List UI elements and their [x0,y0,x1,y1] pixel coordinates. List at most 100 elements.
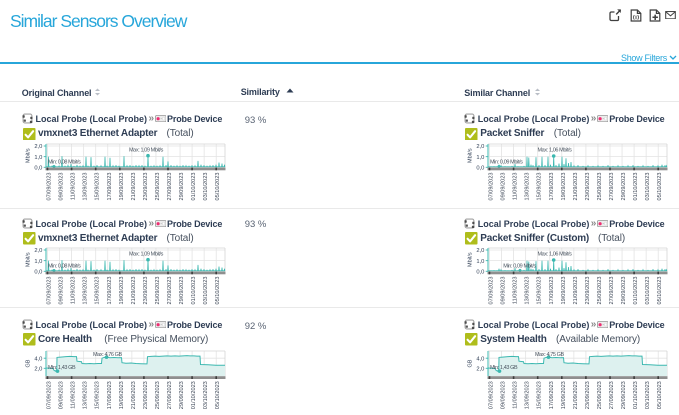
svg-text:Min: 1,43 GB: Min: 1,43 GB [490,365,518,371]
svg-text:15/09/2023: 15/09/2023 [537,172,543,200]
svg-text:21/09/2023: 21/09/2023 [573,276,579,304]
svg-text:05/10/2023: 05/10/2023 [215,276,221,304]
svg-text:Max: 1,09 Mbit/s: Max: 1,09 Mbit/s [129,147,164,153]
svg-text:1,0: 1,0 [34,154,42,160]
svg-text:21/09/2023: 21/09/2023 [131,172,137,200]
svg-text:09/09/2023: 09/09/2023 [501,276,507,304]
svg-text:19/09/2023: 19/09/2023 [561,381,567,409]
svg-text:27/09/2023: 27/09/2023 [167,276,173,304]
svg-text:17/09/2023: 17/09/2023 [549,381,555,409]
svg-text:25/09/2023: 25/09/2023 [155,381,161,409]
svg-text:03/10/2023: 03/10/2023 [203,276,209,304]
svg-text:2,0: 2,0 [34,248,42,254]
svg-text:09/09/2023: 09/09/2023 [501,172,507,200]
svg-text:Max: 1,06 Mbit/s: Max: 1,06 Mbit/s [538,147,573,153]
svg-text:GB: GB [468,359,474,367]
svg-text:2,0: 2,0 [477,366,485,372]
svg-text:1,0: 1,0 [477,258,485,264]
svg-text:01/10/2023: 01/10/2023 [633,276,639,304]
svg-text:21/09/2023: 21/09/2023 [573,172,579,200]
svg-text:07/09/2023: 07/09/2023 [489,172,495,200]
svg-text:21/09/2023: 21/09/2023 [573,381,579,409]
svg-text:17/09/2023: 17/09/2023 [107,172,113,200]
svg-text:07/09/2023: 07/09/2023 [47,381,53,409]
svg-text:01/10/2023: 01/10/2023 [191,381,197,409]
svg-text:11/09/2023: 11/09/2023 [513,276,519,304]
svg-text:25/09/2023: 25/09/2023 [597,172,603,200]
svg-text:Max: 4,76 GB: Max: 4,76 GB [93,352,123,358]
svg-text:Min: 0,08 Mbit/s: Min: 0,08 Mbit/s [48,263,81,269]
svg-text:Min: 1,43 GB: Min: 1,43 GB [48,365,76,371]
svg-text:19/09/2023: 19/09/2023 [119,276,125,304]
svg-text:0,0: 0,0 [34,165,42,171]
svg-text:23/09/2023: 23/09/2023 [585,276,591,304]
svg-text:11/09/2023: 11/09/2023 [71,172,77,200]
svg-text:05/10/2023: 05/10/2023 [657,381,663,409]
svg-text:2,0: 2,0 [477,144,485,150]
svg-text:03/10/2023: 03/10/2023 [645,381,651,409]
svg-text:13/09/2023: 13/09/2023 [525,172,531,200]
svg-text:01/10/2023: 01/10/2023 [191,276,197,304]
svg-text:09/09/2023: 09/09/2023 [59,381,65,409]
svg-text:21/09/2023: 21/09/2023 [131,276,137,304]
svg-text:29/09/2023: 29/09/2023 [621,276,627,304]
svg-text:15/09/2023: 15/09/2023 [95,276,101,304]
svg-text:03/10/2023: 03/10/2023 [645,276,651,304]
svg-text:11/09/2023: 11/09/2023 [513,381,519,409]
svg-text:03/10/2023: 03/10/2023 [645,172,651,200]
svg-text:21/09/2023: 21/09/2023 [131,381,137,409]
svg-text:05/10/2023: 05/10/2023 [215,381,221,409]
svg-text:13/09/2023: 13/09/2023 [525,276,531,304]
svg-text:0,0: 0,0 [477,165,485,171]
svg-text:23/09/2023: 23/09/2023 [585,381,591,409]
svg-text:29/09/2023: 29/09/2023 [621,172,627,200]
svg-text:Mbit/s: Mbit/s [468,252,474,267]
svg-text:13/09/2023: 13/09/2023 [83,276,89,304]
svg-text:Max: 1,09 Mbit/s: Max: 1,09 Mbit/s [129,251,164,257]
svg-text:2,0: 2,0 [477,248,485,254]
svg-text:Max: 4,75 GB: Max: 4,75 GB [535,352,565,358]
svg-text:Min: 0,09 Mbit/s: Min: 0,09 Mbit/s [490,159,523,165]
svg-text:25/09/2023: 25/09/2023 [597,381,603,409]
svg-text:01/10/2023: 01/10/2023 [633,381,639,409]
svg-text:1,0: 1,0 [477,154,485,160]
svg-text:07/09/2023: 07/09/2023 [47,276,53,304]
svg-text:2,0: 2,0 [34,144,42,150]
svg-text:19/09/2023: 19/09/2023 [561,172,567,200]
svg-text:13/09/2023: 13/09/2023 [525,381,531,409]
svg-text:Mbit/s: Mbit/s [468,148,474,163]
svg-text:27/09/2023: 27/09/2023 [167,381,173,409]
svg-text:13/09/2023: 13/09/2023 [83,172,89,200]
svg-text:Mbit/s: Mbit/s [26,148,32,163]
svg-text:19/09/2023: 19/09/2023 [119,172,125,200]
svg-text:4,0: 4,0 [477,356,485,362]
svg-text:01/10/2023: 01/10/2023 [633,172,639,200]
svg-text:03/10/2023: 03/10/2023 [203,172,209,200]
svg-text:11/09/2023: 11/09/2023 [71,381,77,409]
svg-text:05/10/2023: 05/10/2023 [657,276,663,304]
svg-text:07/09/2023: 07/09/2023 [489,381,495,409]
svg-text:25/09/2023: 25/09/2023 [597,276,603,304]
svg-text:03/10/2023: 03/10/2023 [203,381,209,409]
svg-text:07/09/2023: 07/09/2023 [489,276,495,304]
svg-text:17/09/2023: 17/09/2023 [107,276,113,304]
svg-text:27/09/2023: 27/09/2023 [167,172,173,200]
svg-text:15/09/2023: 15/09/2023 [95,381,101,409]
svg-text:11/09/2023: 11/09/2023 [71,276,77,304]
svg-text:Min: 0,08 Mbit/s: Min: 0,08 Mbit/s [48,159,81,165]
svg-text:27/09/2023: 27/09/2023 [609,381,615,409]
svg-text:13/09/2023: 13/09/2023 [83,381,89,409]
svg-text:2,0: 2,0 [34,366,42,372]
svg-text:Max: 1,06 Mbit/s: Max: 1,06 Mbit/s [538,251,573,257]
svg-text:15/09/2023: 15/09/2023 [537,276,543,304]
svg-text:23/09/2023: 23/09/2023 [143,276,149,304]
svg-text:17/09/2023: 17/09/2023 [107,381,113,409]
svg-text:GB: GB [26,359,32,367]
svg-text:05/10/2023: 05/10/2023 [215,172,221,200]
svg-text:29/09/2023: 29/09/2023 [179,276,185,304]
svg-text:27/09/2023: 27/09/2023 [609,172,615,200]
svg-text:09/09/2023: 09/09/2023 [59,172,65,200]
svg-text:Min: 0,09 Mbit/s: Min: 0,09 Mbit/s [504,263,537,269]
svg-text:11/09/2023: 11/09/2023 [513,172,519,200]
svg-text:17/09/2023: 17/09/2023 [549,276,555,304]
